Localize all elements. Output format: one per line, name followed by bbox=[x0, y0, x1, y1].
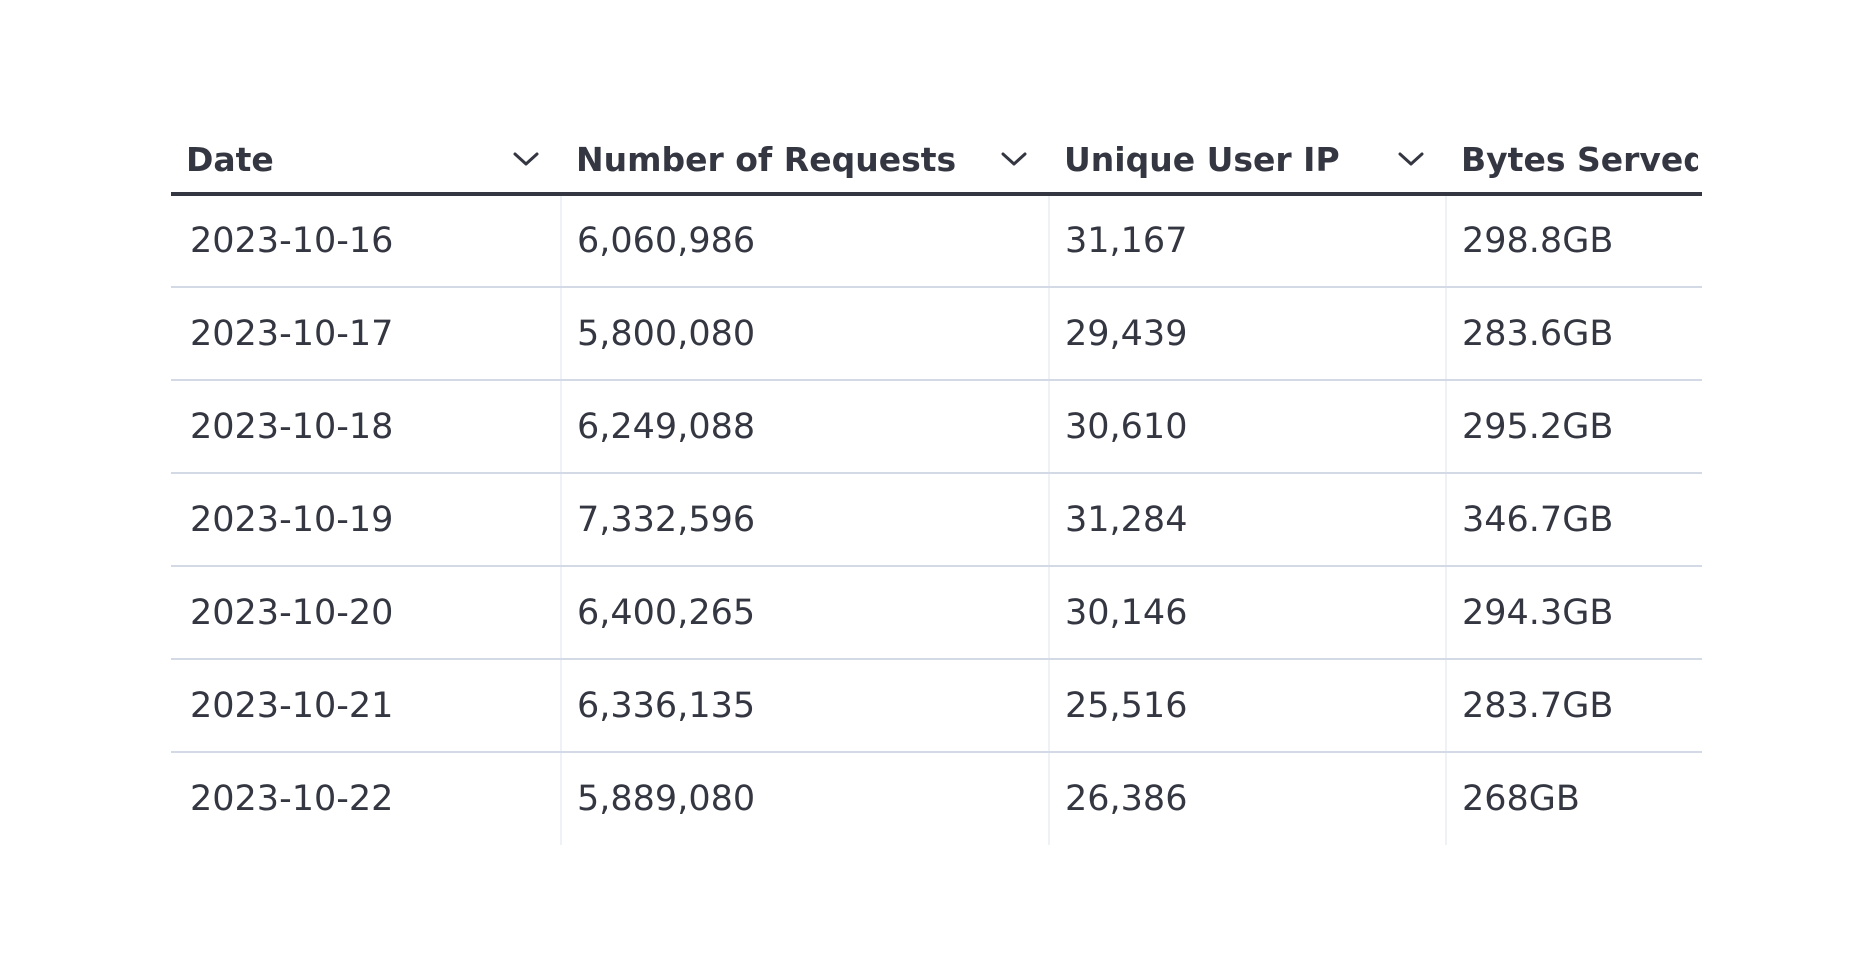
data-table: Date Number of Requests bbox=[171, 126, 1702, 845]
cell-unique-user-ip: 30,610 bbox=[1049, 380, 1447, 474]
chevron-down-icon[interactable] bbox=[1397, 149, 1425, 169]
table-row: 2023-10-22 5,889,080 26,386 268GB bbox=[171, 752, 1702, 845]
cell-unique-user-ip: 25,516 bbox=[1049, 659, 1447, 753]
table-row: 2023-10-18 6,249,088 30,610 295.2GB bbox=[171, 380, 1702, 474]
column-header-number-of-requests[interactable]: Number of Requests bbox=[561, 126, 1049, 196]
cell-number-of-requests: 6,249,088 bbox=[561, 380, 1050, 474]
cell-unique-user-ip: 29,439 bbox=[1049, 287, 1447, 381]
table-row: 2023-10-20 6,400,265 30,146 294.3GB bbox=[171, 566, 1702, 660]
header-row: Date Number of Requests bbox=[171, 126, 1702, 196]
cell-number-of-requests: 6,400,265 bbox=[561, 566, 1050, 660]
cell-date: 2023-10-20 bbox=[171, 566, 562, 660]
cell-bytes-served: 346.7GB bbox=[1446, 473, 1702, 567]
cell-bytes-served: 294.3GB bbox=[1446, 566, 1702, 660]
cell-bytes-served: 295.2GB bbox=[1446, 380, 1702, 474]
table-row: 2023-10-21 6,336,135 25,516 283.7GB bbox=[171, 659, 1702, 753]
table-row: 2023-10-17 5,800,080 29,439 283.6GB bbox=[171, 287, 1702, 381]
column-header-bytes-served[interactable]: Bytes Served bbox=[1446, 126, 1702, 196]
cell-number-of-requests: 6,060,986 bbox=[561, 194, 1050, 288]
cell-number-of-requests: 7,332,596 bbox=[561, 473, 1050, 567]
table-row: 2023-10-16 6,060,986 31,167 298.8GB bbox=[171, 194, 1702, 288]
column-header-unique-user-ip[interactable]: Unique User IP bbox=[1049, 126, 1446, 196]
cell-number-of-requests: 6,336,135 bbox=[561, 659, 1050, 753]
cell-bytes-served: 283.6GB bbox=[1446, 287, 1702, 381]
cell-date: 2023-10-22 bbox=[171, 752, 562, 845]
column-header-label: Date bbox=[186, 139, 274, 179]
cell-bytes-served: 268GB bbox=[1462, 779, 1580, 819]
cell-unique-user-ip: 31,167 bbox=[1049, 194, 1447, 288]
cell-number-of-requests: 5,800,080 bbox=[561, 287, 1050, 381]
cell-date: 2023-10-21 bbox=[171, 659, 562, 753]
data-table-container: Date Number of Requests bbox=[171, 126, 1702, 845]
cell-unique-user-ip: 30,146 bbox=[1049, 566, 1447, 660]
table-header: Date Number of Requests bbox=[171, 126, 1702, 196]
cell-bytes-served: 298.8GB bbox=[1446, 194, 1702, 288]
cell-bytes-served: 283.7GB bbox=[1446, 659, 1702, 753]
column-header-label: Unique User IP bbox=[1064, 139, 1340, 179]
chevron-down-icon[interactable] bbox=[512, 149, 540, 169]
column-header-label: Number of Requests bbox=[576, 139, 957, 179]
cell-unique-user-ip: 26,386 bbox=[1049, 752, 1447, 845]
cell-unique-user-ip: 31,284 bbox=[1049, 473, 1447, 567]
column-header-date[interactable]: Date bbox=[171, 126, 561, 196]
cell-date: 2023-10-16 bbox=[171, 194, 562, 288]
table-row: 2023-10-19 7,332,596 31,284 346.7GB bbox=[171, 473, 1702, 567]
cell-date: 2023-10-17 bbox=[171, 287, 562, 381]
cell-date: 2023-10-19 bbox=[171, 473, 562, 567]
column-header-label: Bytes Served bbox=[1461, 139, 1698, 179]
cell-date: 2023-10-18 bbox=[171, 380, 562, 474]
table-body: 2023-10-16 6,060,986 31,167 298.8GB 2023… bbox=[171, 194, 1702, 845]
cell-number-of-requests: 5,889,080 bbox=[561, 752, 1050, 845]
chevron-down-icon[interactable] bbox=[1000, 149, 1028, 169]
